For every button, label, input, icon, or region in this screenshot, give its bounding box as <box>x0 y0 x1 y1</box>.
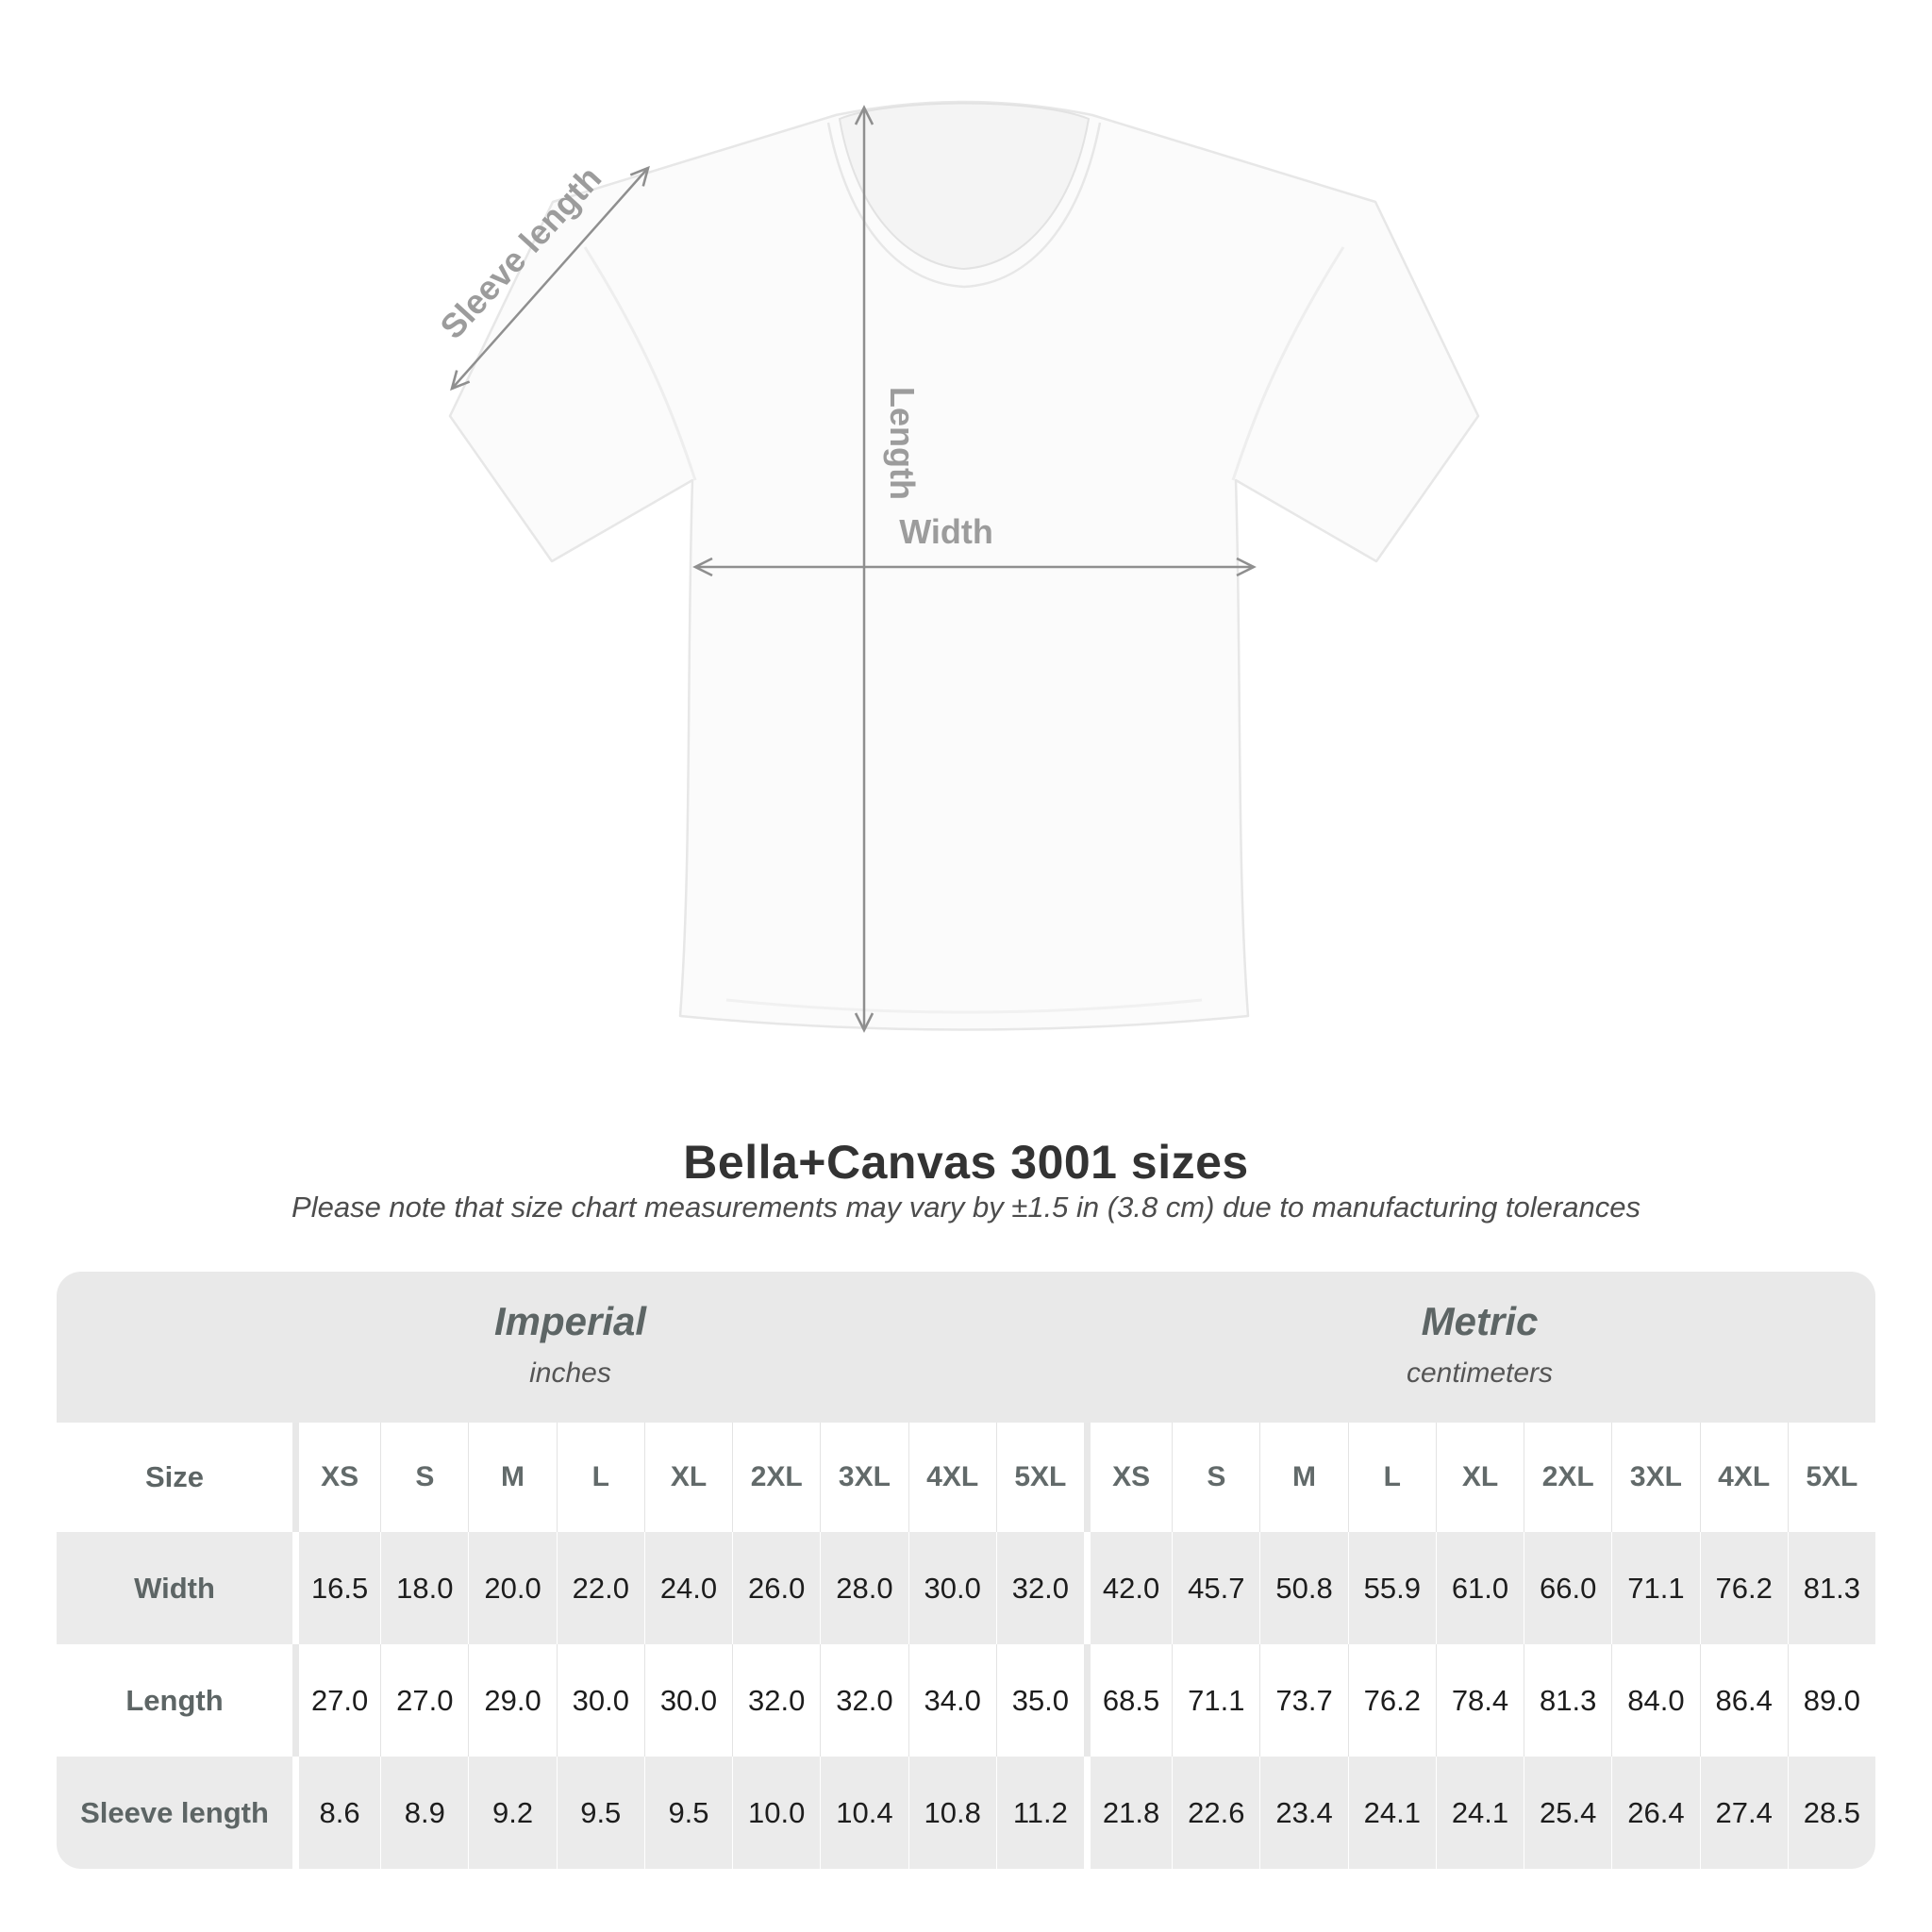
table-cell: 27.0 <box>380 1644 468 1757</box>
table-cell: 24.0 <box>643 1532 732 1644</box>
hem-shadow <box>725 998 1203 1014</box>
table-cell: 10.4 <box>820 1757 908 1869</box>
column-header: 4XL <box>1699 1423 1788 1532</box>
table-cell: 42.0 <box>1083 1532 1172 1644</box>
column-header: XL <box>1435 1423 1524 1532</box>
table-cell: 10.8 <box>908 1757 996 1869</box>
imperial-group-header: Imperial inches <box>57 1272 1084 1423</box>
column-header: S <box>1172 1423 1259 1532</box>
table-cell: 22.6 <box>1172 1757 1259 1869</box>
table-cell: 18.0 <box>380 1532 468 1644</box>
sleeve-length-arrow <box>450 165 650 391</box>
imperial-unit: inches <box>529 1357 611 1389</box>
column-header: L <box>1347 1423 1436 1532</box>
column-header: 4XL <box>908 1423 996 1532</box>
tolerance-note: Please note that size chart measurements… <box>291 1191 1641 1224</box>
table-cell: 27.4 <box>1699 1757 1788 1869</box>
unit-group-header: Imperial inches Metric centimeters <box>57 1272 1875 1423</box>
column-header: S <box>380 1423 468 1532</box>
table-cell: 86.4 <box>1699 1644 1788 1757</box>
table-cell: 81.3 <box>1524 1644 1611 1757</box>
table-cell: 89.0 <box>1787 1644 1875 1757</box>
table-cell: 8.9 <box>380 1757 468 1869</box>
column-header: 3XL <box>820 1423 908 1532</box>
table-row-width: Width 16.5 18.0 20.0 22.0 24.0 26.0 28.0… <box>57 1532 1875 1644</box>
table-cell: 84.0 <box>1611 1644 1699 1757</box>
metric-group-header: Metric centimeters <box>1084 1272 1875 1423</box>
table-cell: 22.0 <box>556 1532 644 1644</box>
table-cell: 16.5 <box>292 1532 380 1644</box>
table-cell: 29.0 <box>468 1644 556 1757</box>
column-header: 5XL <box>1787 1423 1875 1532</box>
table-cell: 45.7 <box>1172 1532 1259 1644</box>
length-label: Length <box>883 387 922 500</box>
table-cell: 32.0 <box>732 1644 820 1757</box>
page-title: Bella+Canvas 3001 sizes <box>683 1136 1249 1189</box>
table-cell: 32.0 <box>820 1644 908 1757</box>
table-cell: 76.2 <box>1347 1644 1436 1757</box>
table-cell: 30.0 <box>908 1532 996 1644</box>
table-cell: 68.5 <box>1083 1644 1172 1757</box>
table-cell: 24.1 <box>1347 1757 1436 1869</box>
width-label: Width <box>899 512 993 551</box>
table-cell: 34.0 <box>908 1644 996 1757</box>
table-row-length: Length 27.0 27.0 29.0 30.0 30.0 32.0 32.… <box>57 1644 1875 1757</box>
row-label-size: Size <box>144 1460 205 1493</box>
table-cell: 8.6 <box>292 1757 380 1869</box>
table-cell: 27.0 <box>292 1644 380 1757</box>
size-chart-table: Imperial inches Metric centimeters Size … <box>57 1272 1875 1869</box>
table-cell: 81.3 <box>1787 1532 1875 1644</box>
column-header: M <box>468 1423 556 1532</box>
table-cell: 9.2 <box>468 1757 556 1869</box>
table-cell: 55.9 <box>1347 1532 1436 1644</box>
size-header-row: Size XS S M L XL 2XL 3XL 4XL 5XL XS S M … <box>57 1423 1875 1532</box>
table-cell: 71.1 <box>1172 1644 1259 1757</box>
column-header: 3XL <box>1611 1423 1699 1532</box>
column-header: M <box>1259 1423 1347 1532</box>
column-header: 2XL <box>1524 1423 1611 1532</box>
table-cell: 21.8 <box>1083 1757 1172 1869</box>
column-header: 2XL <box>732 1423 820 1532</box>
table-cell: 26.4 <box>1611 1757 1699 1869</box>
column-header: 5XL <box>995 1423 1084 1532</box>
column-header: XS <box>292 1423 380 1532</box>
table-row-sleeve-length: Sleeve length 8.6 8.9 9.2 9.5 9.5 10.0 1… <box>57 1757 1875 1869</box>
table-cell: 61.0 <box>1435 1532 1524 1644</box>
table-cell: 76.2 <box>1699 1532 1788 1644</box>
table-cell: 30.0 <box>556 1644 644 1757</box>
table-cell: 78.4 <box>1435 1644 1524 1757</box>
table-cell: 9.5 <box>643 1757 732 1869</box>
row-label: Length <box>125 1683 224 1717</box>
column-header: XL <box>643 1423 732 1532</box>
table-cell: 25.4 <box>1524 1757 1611 1869</box>
table-cell: 26.0 <box>732 1532 820 1644</box>
column-header: XS <box>1083 1423 1172 1532</box>
tshirt-collar <box>838 102 1091 271</box>
table-cell: 24.1 <box>1435 1757 1524 1869</box>
tshirt-measurement-diagram: Sleeve length Length Width <box>432 100 1480 1033</box>
row-label: Sleeve length <box>80 1795 269 1829</box>
table-cell: 35.0 <box>995 1644 1084 1757</box>
column-header: L <box>556 1423 644 1532</box>
table-cell: 73.7 <box>1259 1644 1347 1757</box>
table-cell: 23.4 <box>1259 1757 1347 1869</box>
row-label: Width <box>134 1571 215 1605</box>
table-cell: 9.5 <box>556 1757 644 1869</box>
table-cell: 11.2 <box>995 1757 1084 1869</box>
table-cell: 71.1 <box>1611 1532 1699 1644</box>
table-cell: 20.0 <box>468 1532 556 1644</box>
table-cell: 32.0 <box>995 1532 1084 1644</box>
table-cell: 30.0 <box>643 1644 732 1757</box>
table-cell: 66.0 <box>1524 1532 1611 1644</box>
imperial-label: Imperial <box>493 1299 647 1343</box>
table-cell: 28.5 <box>1787 1757 1875 1869</box>
table-cell: 10.0 <box>732 1757 820 1869</box>
right-sleeve-seam <box>1231 246 1345 481</box>
metric-unit: centimeters <box>1406 1357 1554 1389</box>
table-cell: 50.8 <box>1259 1532 1347 1644</box>
table-cell: 28.0 <box>820 1532 908 1644</box>
metric-label: Metric <box>1421 1299 1539 1343</box>
